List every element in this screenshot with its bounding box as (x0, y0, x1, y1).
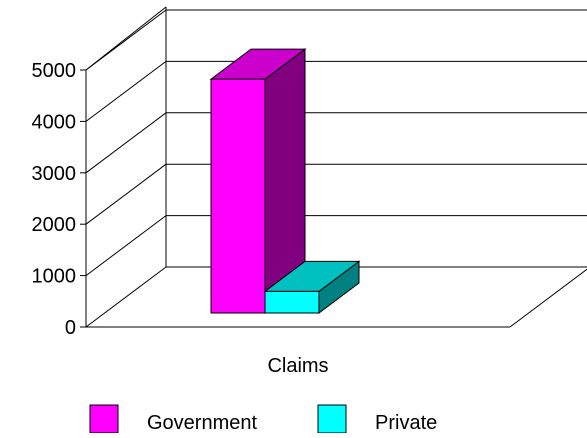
legend-label-government: Government (147, 412, 257, 433)
bar-front-government (210, 78, 266, 314)
bar-private (263, 260, 361, 314)
bar-front-private (264, 290, 320, 314)
gridline-side-0 (85, 266, 167, 328)
gridline-side-5000 (85, 9, 167, 71)
x-axis: Claims (267, 355, 328, 377)
y-tick-label-5000: 5000 (32, 60, 77, 82)
x-category-label: Claims (267, 355, 328, 377)
gridline-side-2000 (85, 163, 167, 225)
y-tick-label-3000: 3000 (32, 163, 77, 185)
y-tick-label-2000: 2000 (32, 214, 77, 236)
bar-government (209, 48, 307, 314)
y-tick-label-1000: 1000 (32, 266, 77, 288)
gridline-side-4000 (85, 61, 167, 122)
legend: Government Private (89, 404, 437, 434)
legend-swatch-government (89, 404, 119, 434)
gridline-side-3000 (85, 112, 167, 174)
floor-right-edge (509, 268, 587, 328)
bars (209, 48, 361, 314)
y-tick-label-4000: 4000 (32, 111, 77, 133)
y-axis: 0 1000 2000 3000 4000 5000 (32, 60, 86, 339)
legend-swatch-private (317, 404, 347, 434)
y-tick-label-0: 0 (65, 317, 76, 339)
gridline-side-1000 (85, 215, 167, 277)
legend-label-private: Private (375, 412, 437, 433)
